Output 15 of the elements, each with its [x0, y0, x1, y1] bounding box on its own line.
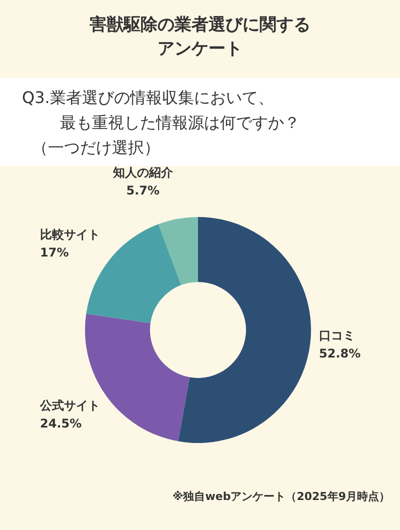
- data-label: 17%: [40, 245, 69, 260]
- donut-slice: [85, 314, 190, 442]
- data-label: 5.7%: [126, 183, 160, 198]
- slice-label: 口コミ: [319, 328, 355, 342]
- donut-slice: [86, 224, 182, 324]
- slice-label: 比較サイト: [40, 227, 100, 242]
- slice-label: 知人の紹介: [112, 165, 174, 180]
- slice-label: 公式サイト: [39, 398, 100, 413]
- donut-slice: [178, 217, 311, 443]
- chart-title: 害獣駆除の業者選びに関するアンケート: [90, 15, 310, 59]
- data-label: 24.5%: [40, 416, 82, 431]
- text: ※独自webアンケート（2025年9月時点）: [172, 490, 390, 503]
- data-label: 52.8%: [319, 346, 361, 360]
- donut-slice: [158, 217, 198, 286]
- chart-subtitle: Q3.業者選びの情報収集において、最も重視した情報源は何ですか？（一つだけ選択）: [22, 88, 300, 157]
